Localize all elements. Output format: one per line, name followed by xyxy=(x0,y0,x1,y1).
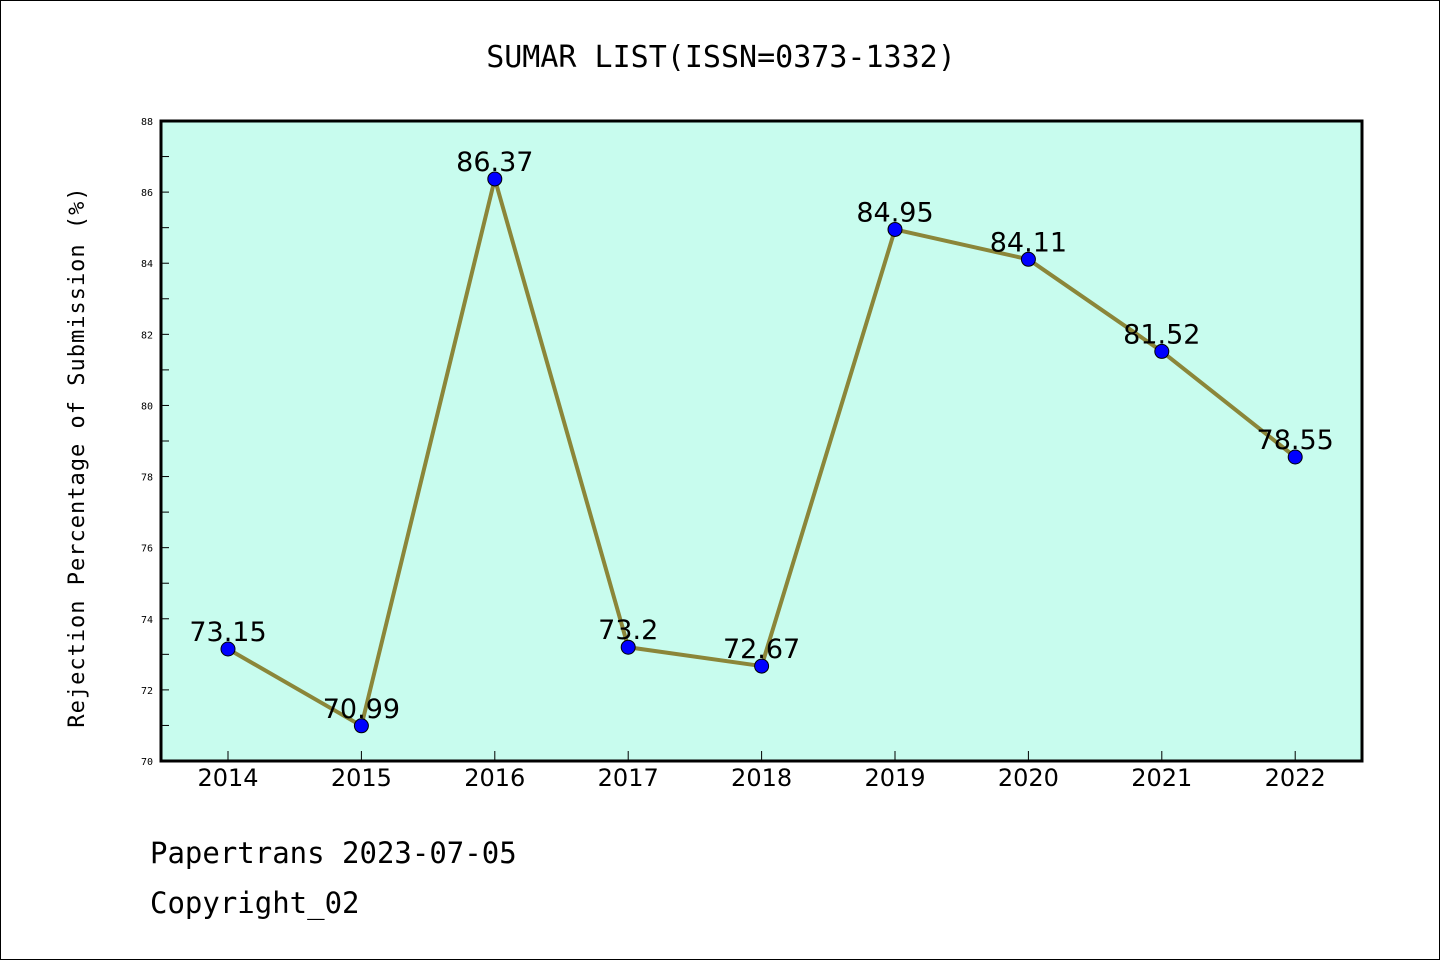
chart-title: SUMAR LIST(ISSN=0373-1332) xyxy=(486,40,956,75)
x-tick-label: 2020 xyxy=(998,764,1059,792)
y-tick-label: 84 xyxy=(141,259,153,270)
plot-area xyxy=(159,119,1364,763)
y-tick-label: 74 xyxy=(141,615,153,626)
data-label: 73.15 xyxy=(189,617,266,648)
x-tick-label: 2017 xyxy=(598,764,659,792)
y-tick-label: 70 xyxy=(141,757,153,768)
data-label: 78.55 xyxy=(1257,425,1334,456)
y-tick-label: 76 xyxy=(141,544,153,555)
y-tick-label: 78 xyxy=(141,473,153,484)
x-tick-label: 2014 xyxy=(197,764,258,792)
y-tick-label: 82 xyxy=(141,330,153,341)
y-tick-label: 86 xyxy=(141,188,153,199)
x-tick-label: 2015 xyxy=(331,764,392,792)
y-tick-label: 80 xyxy=(141,401,153,412)
y-axis-ticks: 70 72 74 76 78 80 82 84 86 88 xyxy=(141,117,169,768)
data-point-marker xyxy=(887,221,903,237)
data-label: 84.11 xyxy=(990,227,1067,258)
y-tick-label: 72 xyxy=(141,686,153,697)
footer-date-line: Papertrans 2023-07-05 xyxy=(150,836,517,870)
x-tick-label: 2016 xyxy=(464,764,525,792)
x-tick-label: 2022 xyxy=(1265,764,1326,792)
data-label: 86.37 xyxy=(456,147,533,178)
data-label: 72.67 xyxy=(723,634,800,665)
data-point-marker xyxy=(1020,251,1036,267)
data-label: 81.52 xyxy=(1123,319,1200,350)
data-point-marker xyxy=(353,718,369,734)
x-tick-label: 2018 xyxy=(731,764,792,792)
data-point-marker xyxy=(1287,449,1303,465)
y-tick-label: 88 xyxy=(141,117,153,128)
data-point-marker xyxy=(754,658,770,674)
data-label: 84.95 xyxy=(856,197,933,228)
x-tick-label: 2021 xyxy=(1131,764,1192,792)
x-tick-label: 2019 xyxy=(864,764,925,792)
data-label: 73.2 xyxy=(598,615,658,646)
data-point-marker xyxy=(620,639,636,655)
x-axis-ticks: 2014 2015 2016 2017 2018 2019 2020 2021 2022 xyxy=(197,751,1326,792)
data-points xyxy=(220,171,1303,734)
footer-copyright-line: Copyright_02 xyxy=(150,886,360,920)
data-point-marker xyxy=(1154,343,1170,359)
data-label: 70.99 xyxy=(323,694,400,725)
data-labels: 73.15 70.99 86.37 73.2 72.67 84.95 84.11 81.52 7… xyxy=(189,147,1333,725)
data-point-marker xyxy=(220,641,236,657)
data-point-marker xyxy=(487,171,503,187)
y-axis-label: Rejection Percentage of Submission (%) xyxy=(65,186,90,727)
